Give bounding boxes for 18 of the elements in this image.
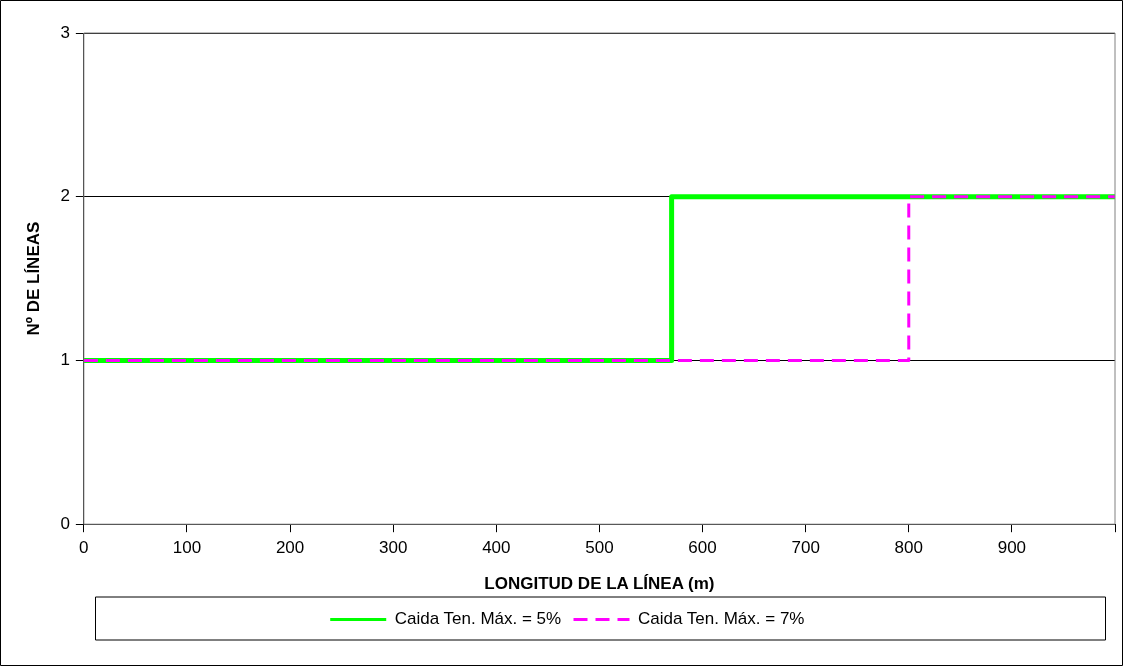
x-tick-label: 400: [482, 538, 511, 558]
x-tick-label: 800: [894, 538, 923, 558]
x-tick-label: 700: [791, 538, 820, 558]
legend-label: Caida Ten. Máx. = 7%: [638, 609, 805, 629]
y-tick-label: 0: [60, 513, 70, 533]
y-tick-label: 3: [60, 22, 70, 42]
x-tick-label: 0: [79, 538, 89, 558]
legend-label: Caida Ten. Máx. = 5%: [394, 609, 562, 629]
x-tick-label: 500: [585, 538, 614, 558]
x-tick-label: 100: [172, 538, 202, 558]
x-tick-label: 300: [379, 538, 408, 558]
y-tick-label: 1: [60, 350, 70, 370]
x-tick-label: 900: [997, 538, 1027, 558]
x-tick-label: 200: [275, 538, 305, 558]
x-axis-title: LONGITUD DE LA LÍNEA (m): [484, 574, 715, 594]
x-tick-label: 600: [688, 538, 717, 558]
y-axis-title: Nº DE LÍNEAS: [23, 221, 43, 336]
y-tick-label: 2: [60, 186, 70, 206]
